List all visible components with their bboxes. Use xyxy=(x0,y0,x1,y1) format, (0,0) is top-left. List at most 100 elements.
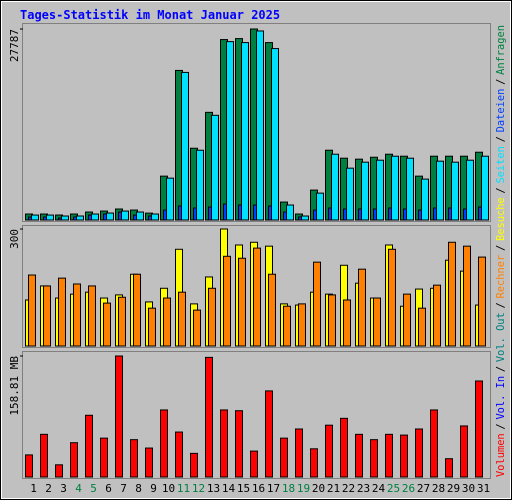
x-tick-label: 3 xyxy=(60,482,67,495)
x-tick-label: 25 xyxy=(387,482,400,495)
bar xyxy=(76,215,84,221)
x-tick-label: 19 xyxy=(297,482,310,495)
bar xyxy=(415,428,423,478)
x-tick-label: 9 xyxy=(150,482,157,495)
legend-entry: Seiten xyxy=(494,146,507,183)
bar xyxy=(310,448,318,478)
bar xyxy=(313,261,321,347)
bar xyxy=(298,303,306,347)
x-tick-label: 20 xyxy=(312,482,325,495)
bar xyxy=(343,299,351,347)
bar xyxy=(58,277,66,347)
bar xyxy=(190,452,198,478)
bar xyxy=(91,213,99,221)
bar xyxy=(301,215,309,221)
bar xyxy=(43,285,51,347)
bar xyxy=(175,431,183,478)
bar xyxy=(460,425,468,478)
x-tick-label: 24 xyxy=(372,482,386,495)
bar xyxy=(325,424,333,478)
x-tick-label: 7 xyxy=(120,482,127,495)
bar xyxy=(421,178,429,221)
bar xyxy=(478,256,486,347)
bar xyxy=(85,414,93,478)
bar xyxy=(436,160,444,221)
x-tick-label: 4 xyxy=(75,482,82,495)
bar xyxy=(265,390,273,478)
bar xyxy=(208,287,216,347)
y-tick-label: 27787 xyxy=(8,29,21,62)
bar xyxy=(280,437,288,478)
legend-separator: / xyxy=(494,366,507,372)
x-tick-label: 5 xyxy=(90,482,97,495)
bar xyxy=(316,192,324,221)
x-tick-label: 13 xyxy=(207,482,220,495)
bar xyxy=(286,204,294,221)
bar xyxy=(295,428,303,478)
bar xyxy=(256,30,264,221)
bar xyxy=(391,155,399,221)
x-tick-label: 17 xyxy=(267,482,280,495)
bar xyxy=(475,380,483,478)
bar xyxy=(40,433,48,478)
legend-separator: / xyxy=(494,245,507,251)
legend-separator: / xyxy=(494,136,507,142)
bar xyxy=(166,177,174,221)
bar xyxy=(241,42,249,221)
x-tick-label: 31 xyxy=(477,482,490,495)
legend-separator: / xyxy=(494,302,507,308)
legend-separator: / xyxy=(494,187,507,193)
bar xyxy=(88,285,96,347)
x-tick-label: 18 xyxy=(282,482,295,495)
x-tick-label: 14 xyxy=(222,482,236,495)
bar xyxy=(481,155,489,221)
x-tick-label: 15 xyxy=(237,482,250,495)
chart-title: Tages-Statistik im Monat Januar 2025 xyxy=(20,8,280,22)
bar xyxy=(181,71,189,221)
legend-separator: / xyxy=(494,423,507,429)
bar xyxy=(253,247,261,347)
bar xyxy=(133,273,141,347)
bar xyxy=(220,409,228,478)
legend-entry: Volumen xyxy=(494,433,507,477)
legend-entry: Anfragen xyxy=(494,25,507,75)
bar xyxy=(376,159,384,221)
bar xyxy=(418,307,426,347)
bar xyxy=(100,437,108,478)
x-tick-label: 28 xyxy=(432,482,445,495)
bar xyxy=(28,274,36,347)
bar xyxy=(73,283,81,347)
bar xyxy=(46,214,54,221)
legend-entry: Besuche xyxy=(494,197,507,241)
bar xyxy=(463,245,471,347)
bar xyxy=(130,439,138,478)
bar xyxy=(211,114,219,221)
bar xyxy=(238,257,246,347)
bar xyxy=(340,417,348,478)
legend-separator: / xyxy=(494,79,507,85)
bar xyxy=(370,439,378,478)
bar xyxy=(466,159,474,221)
y-tick-label: 300 xyxy=(8,229,21,249)
bar xyxy=(223,255,231,347)
bar xyxy=(145,447,153,478)
bar xyxy=(25,454,33,478)
bar xyxy=(400,434,408,478)
x-tick-label: 2 xyxy=(45,482,52,495)
x-tick-label: 6 xyxy=(105,482,112,495)
bar xyxy=(31,214,39,221)
bar xyxy=(328,294,336,347)
bar xyxy=(178,291,186,347)
bar xyxy=(448,241,456,347)
bar xyxy=(355,433,363,478)
x-tick-label: 22 xyxy=(342,482,355,495)
bar xyxy=(136,211,144,221)
bar xyxy=(235,410,243,478)
bar xyxy=(193,309,201,347)
x-tick-label: 27 xyxy=(417,482,430,495)
bar xyxy=(388,248,396,347)
bar xyxy=(103,302,111,347)
bar xyxy=(346,167,354,221)
bar xyxy=(361,161,369,221)
